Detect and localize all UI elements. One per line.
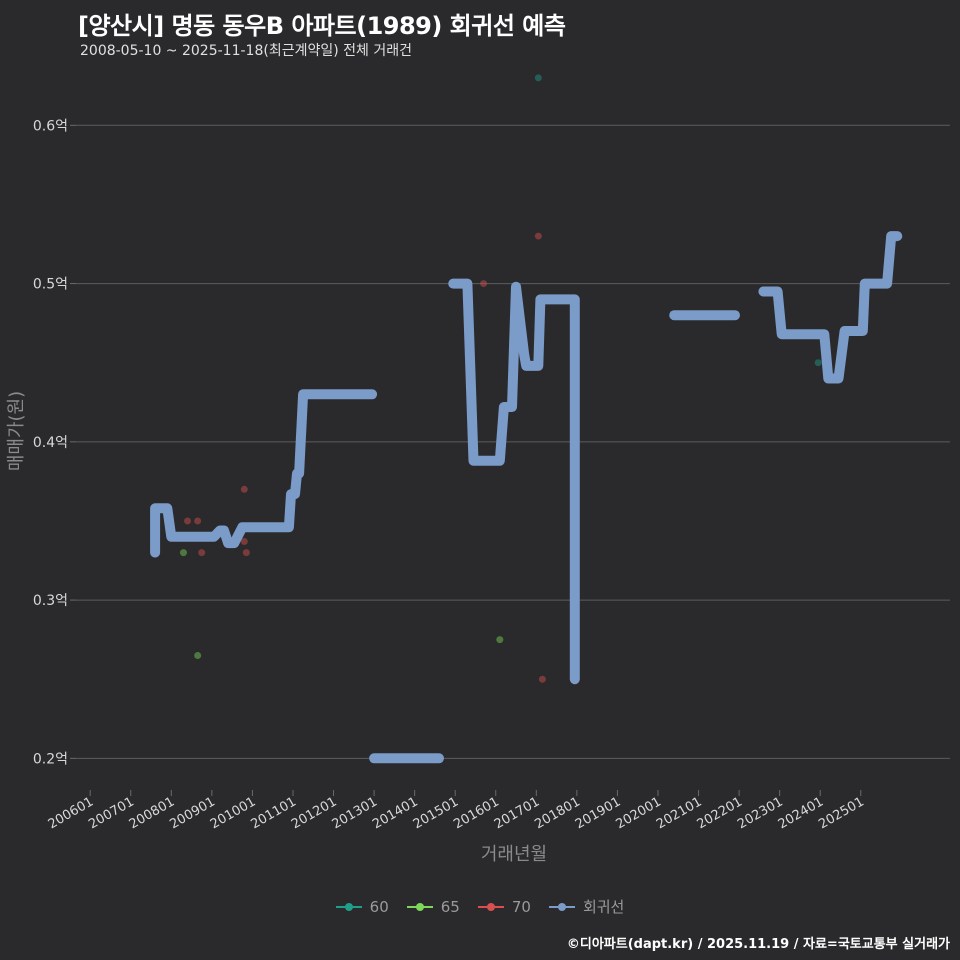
y-axis-label: 매매가(원): [6, 391, 27, 471]
scatter-point: [194, 517, 202, 525]
chart-title: [양산시] 명동 동우B 아파트(1989) 회귀선 예측: [78, 12, 566, 40]
scatter-point: [480, 280, 488, 288]
scatter-point: [194, 651, 202, 659]
x-tick-label: 200901: [167, 794, 217, 832]
x-tick-label: 202101: [654, 794, 704, 832]
legend-item: 70: [477, 897, 531, 916]
scatter-point: [538, 675, 546, 683]
scatter-point: [240, 485, 248, 493]
scatter-point: [534, 232, 542, 240]
x-tick-label: 201601: [451, 794, 501, 832]
x-tick-label: 201801: [532, 794, 582, 832]
scatter-point: [184, 517, 192, 525]
legend-label: 70: [511, 897, 531, 916]
scatter-point: [198, 549, 206, 557]
scatter-point: [242, 549, 250, 557]
x-tick-label: 201301: [330, 794, 380, 832]
x-tick-label: 201101: [248, 794, 298, 832]
legend: 60 65 70 회귀선: [0, 896, 960, 917]
x-tick-label: 202001: [614, 794, 664, 832]
x-tick-label: 200701: [86, 794, 136, 832]
y-tick-label: 0.6억: [33, 118, 68, 134]
credit-text: ©디아파트(dapt.kr) / 2025.11.19 / 자료=국토교통부 실…: [566, 937, 950, 952]
x-tick-label: 201001: [208, 794, 258, 832]
x-tick-label: 200801: [127, 794, 177, 832]
regression-line: [758, 231, 903, 384]
x-axis-label: 거래년월: [481, 844, 547, 865]
x-tick-label: 200601: [46, 794, 96, 832]
x-tick-label: 202201: [695, 794, 745, 832]
x-tick-label: 201701: [492, 794, 542, 832]
x-tick-label: 202401: [776, 794, 826, 832]
legend-key: [477, 902, 504, 912]
x-tick-label: 201201: [289, 794, 339, 832]
scatter-point: [814, 359, 822, 367]
regression-line: [150, 389, 378, 558]
x-tick-label: 201401: [370, 794, 420, 832]
regression-lines: [150, 231, 903, 764]
regression-line: [448, 278, 580, 685]
legend-item: 회귀선: [548, 896, 625, 917]
x-tick-label: 201501: [411, 794, 461, 832]
y-tick-label: 0.2억: [33, 751, 68, 767]
x-tick-label: 201901: [573, 794, 623, 832]
x-tick-label: 202301: [735, 794, 785, 832]
y-tick-label: 0.4억: [33, 435, 68, 451]
x-tick-label: 202501: [816, 794, 866, 832]
x-axis-ticks: 2006012007012008012009012010012011012012…: [46, 790, 867, 832]
scatter-point: [240, 538, 248, 546]
legend-key: [406, 902, 433, 912]
scatter-point: [179, 549, 187, 557]
legend-label: 회귀선: [582, 898, 625, 916]
chart-subtitle: 2008-05-10 ~ 2025-11-18(최근계약일) 전체 거래건: [80, 43, 412, 59]
y-tick-label: 0.3억: [33, 593, 68, 609]
y-tick-label: 0.5억: [33, 277, 68, 293]
y-axis-ticks: 0.2억 0.3억 0.4억 0.5억 0.6억: [33, 118, 68, 767]
scatter-point: [496, 636, 504, 644]
scatter-point: [534, 74, 542, 82]
grid: [70, 124, 950, 759]
scatter-points: [179, 74, 840, 683]
legend-key: [548, 902, 575, 912]
legend-item: 65: [406, 897, 460, 916]
legend-item: 60: [335, 897, 389, 916]
legend-key: [335, 902, 362, 912]
legend-label: 65: [440, 897, 460, 916]
legend-label: 60: [369, 897, 389, 916]
